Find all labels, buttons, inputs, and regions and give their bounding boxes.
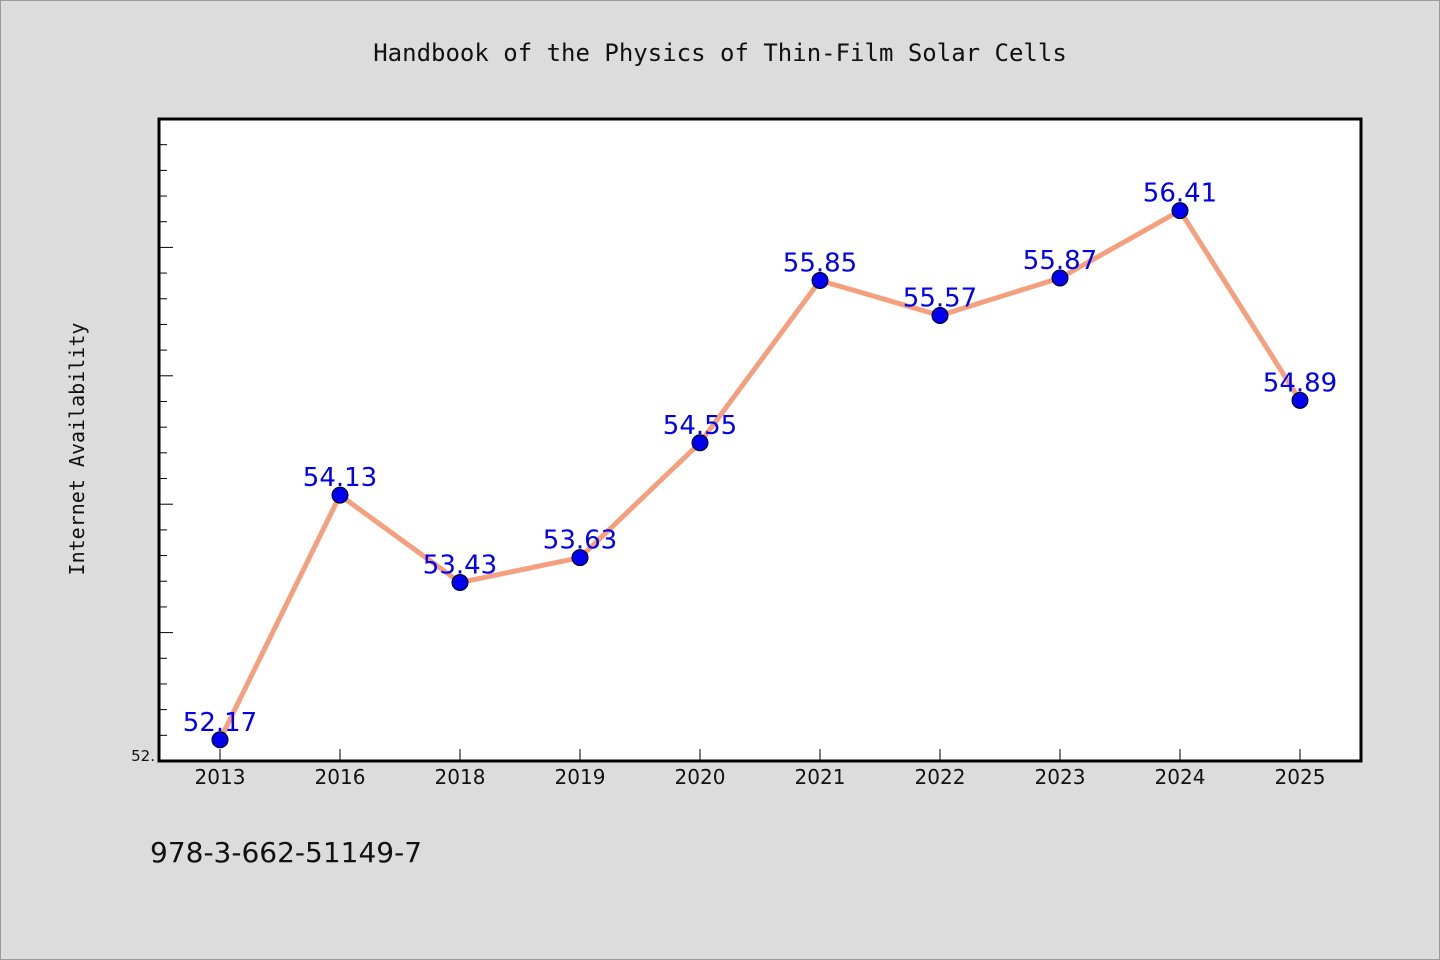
y-axis-label: Internet Availability: [65, 323, 89, 576]
chart-title: Handbook of the Physics of Thin-Film Sol…: [373, 39, 1067, 67]
data-point: [691, 434, 709, 452]
y-tick-label: 52.: [131, 747, 155, 765]
data-label: 54.89: [1263, 368, 1337, 398]
data-label: 55.87: [1023, 246, 1097, 276]
x-tick-label: 2021: [795, 765, 846, 789]
data-point: [811, 272, 829, 290]
data-label: 55.57: [903, 283, 977, 313]
x-tick-label: 2022: [915, 765, 966, 789]
data-point: [571, 549, 589, 567]
x-tick-label: 2019: [555, 765, 606, 789]
x-tick-label: 2024: [1155, 765, 1206, 789]
data-point: [1171, 202, 1189, 220]
x-axis-ticks: 2013 2016 2018 2019 2020 2021 2022 2023 2024 2025: [195, 749, 1326, 789]
x-tick-label: 2018: [435, 765, 486, 789]
data-label: 53.43: [423, 551, 497, 581]
x-tick-label: 2013: [195, 765, 246, 789]
plot-area: [157, 117, 1363, 763]
data-point: [1291, 391, 1309, 409]
data-point: [1051, 269, 1069, 287]
data-point: [451, 574, 469, 592]
data-label: 53.63: [543, 526, 617, 556]
data-label: 54.13: [303, 463, 377, 493]
data-label: 55.85: [783, 249, 857, 279]
x-tick-label: 2016: [315, 765, 366, 789]
data-label: 56.41: [1143, 179, 1217, 209]
x-tick-label: 2020: [675, 765, 726, 789]
data-label: 54.55: [663, 411, 737, 441]
data-label: 52.17: [183, 708, 257, 738]
data-point: [211, 731, 229, 749]
series-line: [217, 208, 1303, 743]
x-tick-label: 2023: [1035, 765, 1086, 789]
y-axis-ticks: 52.: [131, 118, 173, 765]
isbn-footer: 978-3-662-51149-7: [150, 836, 422, 869]
series-group: 52.17 54.13 53.43 53.63 54.55 55.85 55.57 55.87…: [183, 179, 1337, 749]
data-point: [931, 306, 949, 324]
x-tick-label: 2025: [1275, 765, 1326, 789]
data-point: [331, 486, 349, 504]
